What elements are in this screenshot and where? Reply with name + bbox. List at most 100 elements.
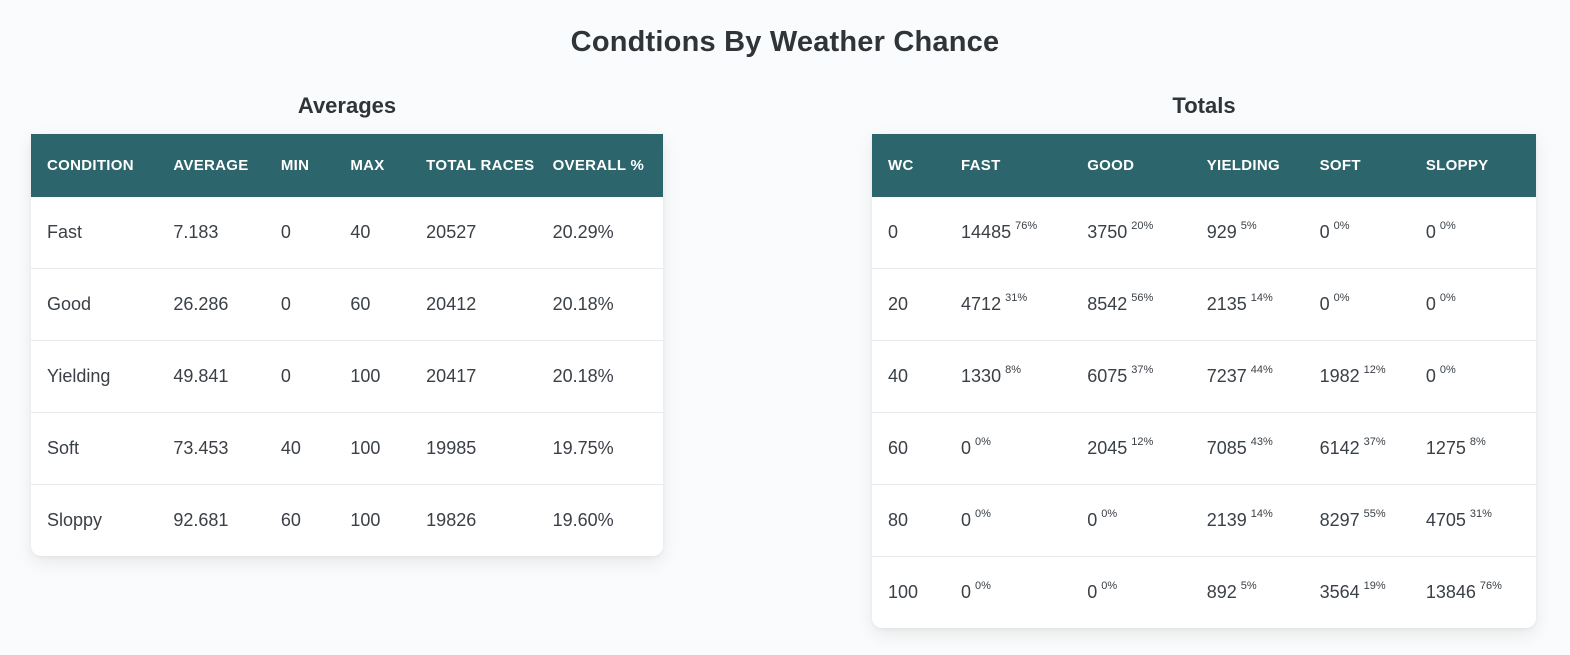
cell-total: 1330 8%	[945, 340, 1072, 413]
total-pct: 55%	[1363, 508, 1386, 520]
cell-total: 929 5%	[1191, 197, 1304, 269]
cell-max: 100	[334, 340, 411, 413]
cell-min: 40	[264, 412, 335, 485]
totals-table-head: WC FAST GOOD YIELDING SOFT SLOPPY	[872, 134, 1536, 197]
total-pct: 37%	[1363, 436, 1386, 448]
total-value: 13846	[1425, 582, 1476, 602]
cell-total: 6142 37%	[1303, 412, 1410, 485]
cell-total: 4712 31%	[945, 268, 1072, 341]
total-pct: 0%	[1101, 580, 1118, 592]
cell-total: 0 0%	[1410, 197, 1536, 269]
total-value: 8542	[1087, 294, 1128, 314]
cell-condition: Sloppy	[31, 484, 158, 556]
total-value: 7085	[1206, 438, 1247, 458]
cell-total: 2135 14%	[1190, 268, 1304, 341]
averages-section: Averages CONDITION AVERAGE MIN MAX TOTAL RAC…	[31, 93, 663, 628]
total-pct: 14%	[1250, 508, 1273, 520]
total-value: 0	[1425, 294, 1436, 314]
cell-average: 49.841	[157, 340, 265, 413]
tables-row: Averages CONDITION AVERAGE MIN MAX TOTAL RAC…	[0, 93, 1570, 628]
column-header: FAST	[945, 134, 1072, 197]
page-title: Condtions By Weather Chance	[570, 26, 1000, 58]
total-value: 0	[961, 510, 972, 530]
cell-total: 0 0%	[1071, 484, 1191, 557]
column-header: SOFT	[1303, 134, 1410, 197]
total-pct: 0%	[975, 508, 991, 520]
total-pct: 20%	[1131, 220, 1154, 232]
total-pct: 0%	[1333, 292, 1350, 304]
table-row: 0 14485 76% 3750 20% 929 5% 0 0% 0 0%	[872, 197, 1536, 269]
cell-overall_pct: 19.60%	[536, 484, 663, 556]
totals-heading: Totals	[1172, 93, 1236, 118]
cell-wc: 0	[888, 222, 899, 242]
table-row: 100 0 0% 0 0% 892 5% 3564 19% 13846 76%	[872, 556, 1536, 628]
cell-overall_pct: 19.75%	[536, 412, 663, 485]
averages-table-head: CONDITION AVERAGE MIN MAX TOTAL RACES OVERALL…	[31, 134, 663, 197]
total-pct: 12%	[1363, 364, 1386, 376]
header-row: WC FAST GOOD YIELDING SOFT SLOPPY	[872, 134, 1536, 197]
column-header: YIELDING	[1190, 134, 1304, 197]
cell-max: 100	[334, 412, 411, 485]
total-pct: 12%	[1131, 436, 1154, 448]
table-row: 80 0 0% 0 0% 2139 14% 8297 55% 4705 31%	[872, 484, 1536, 557]
table-row: Sloppy 92.681 60 100 19826 19.60%	[31, 484, 663, 556]
cell-condition: Yielding	[31, 340, 158, 413]
table-row: Soft 73.453 40 100 19985 19.75%	[31, 412, 663, 485]
total-value: 0	[1425, 366, 1436, 386]
cell-total_races: 20412	[410, 268, 537, 341]
column-header: WC	[872, 134, 946, 197]
table-row: Yielding 49.841 0 100 20417 20.18%	[31, 340, 663, 413]
cell-min: 0	[264, 268, 335, 341]
total-value: 0	[1087, 510, 1098, 530]
cell-average: 92.681	[157, 484, 265, 556]
total-pct: 37%	[1131, 364, 1154, 376]
total-pct: 14%	[1250, 292, 1273, 304]
total-pct: 8%	[1469, 436, 1486, 448]
cell-wc: 20	[872, 268, 946, 341]
total-value: 0	[1087, 582, 1098, 602]
cell-average: 7.183	[173, 222, 219, 242]
total-pct: 76%	[1015, 220, 1038, 232]
cell-overall_pct: 20.29%	[552, 222, 614, 242]
cell-min: 0	[280, 222, 291, 242]
total-pct: 0%	[975, 580, 991, 592]
table-row: 20 4712 31% 8542 56% 2135 14% 0 0% 0 0%	[872, 268, 1536, 341]
total-pct: 0%	[1101, 508, 1118, 520]
cell-total: 2139 14%	[1190, 484, 1304, 557]
total-pct: 44%	[1250, 364, 1273, 376]
cell-total: 0 0%	[1071, 556, 1191, 628]
total-pct: 0%	[1439, 292, 1456, 304]
cell-max: 40	[350, 222, 371, 242]
table-row: 60 0 0% 2045 12% 7085 43% 6142 37% 1275 8%	[872, 412, 1536, 485]
total-pct: 31%	[1005, 292, 1028, 304]
total-pct: 0%	[975, 436, 991, 448]
averages-table: CONDITION AVERAGE MIN MAX TOTAL RACES OVERALL…	[31, 134, 663, 556]
column-header: CONDITION	[31, 134, 158, 197]
cell-total: 0 0%	[1303, 268, 1410, 341]
column-header: MAX	[334, 134, 411, 197]
cell-wc: 80	[872, 484, 946, 557]
total-value: 4712	[961, 294, 1002, 314]
cell-wc: 100	[872, 556, 946, 628]
cell-total: 13846 76%	[1409, 556, 1536, 628]
total-value: 2045	[1087, 438, 1128, 458]
total-value: 0	[1319, 294, 1330, 314]
cell-total: 1982 12%	[1303, 340, 1410, 413]
total-pct: 0%	[1439, 220, 1456, 232]
total-value: 0	[961, 438, 972, 458]
table-row: 40 1330 8% 6075 37% 7237 44% 1982 12% 0 0%	[872, 340, 1536, 413]
cell-total: 4705 31%	[1409, 484, 1536, 557]
total-value: 0	[1319, 222, 1330, 242]
cell-total: 7085 43%	[1190, 412, 1304, 485]
column-header: GOOD	[1071, 134, 1191, 197]
cell-condition: Soft	[31, 412, 158, 485]
total-pct: 0%	[1439, 364, 1456, 376]
cell-total: 3564 19%	[1303, 556, 1410, 628]
cell-overall_pct: 20.18%	[536, 340, 663, 413]
total-value: 3750	[1087, 222, 1128, 242]
averages-table-card: CONDITION AVERAGE MIN MAX TOTAL RACES OVERALL…	[31, 134, 663, 556]
total-value: 6142	[1319, 438, 1360, 458]
cell-condition: Fast	[47, 222, 83, 242]
total-pct: 5%	[1240, 220, 1257, 232]
total-value: 892	[1206, 582, 1237, 602]
